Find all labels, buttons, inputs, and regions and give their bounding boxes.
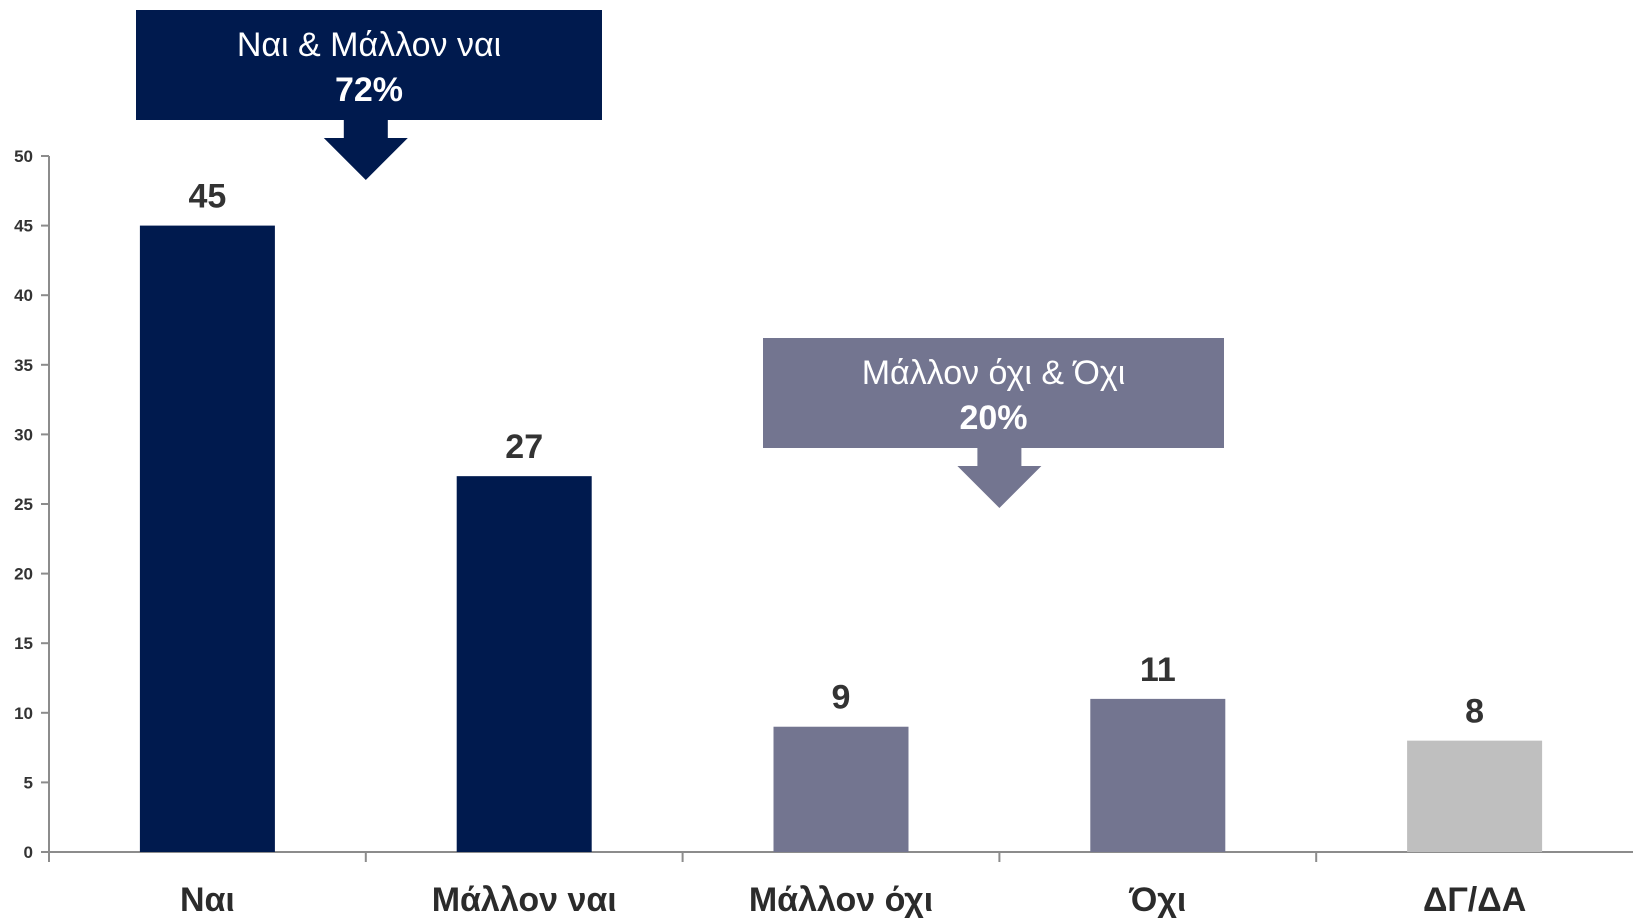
callout-box: Ναι & Μάλλον ναι 72% — [136, 10, 602, 180]
x-category-label: Ναι — [180, 881, 235, 919]
callout-label: Μάλλον όχι & Όχι — [862, 354, 1126, 392]
value-label: 9 — [832, 679, 851, 717]
bar — [139, 225, 275, 853]
value-label: 11 — [1140, 651, 1176, 689]
value-label: 27 — [505, 428, 543, 466]
x-category-label: Όχι — [1128, 881, 1186, 919]
bar — [1407, 740, 1543, 852]
value-label: 45 — [188, 178, 226, 216]
y-tick-label: 0 — [24, 843, 33, 862]
callout-box-bg — [136, 10, 602, 120]
y-tick-label: 45 — [14, 217, 33, 236]
y-tick-label: 5 — [24, 773, 33, 792]
x-category-label: ΔΓ/ΔΑ — [1423, 881, 1526, 919]
callout-total: 72% — [335, 71, 403, 109]
bars: 45 Ναι 27 Μάλλον ναι 9 Μάλλον όχι 11 Όχι 8 ΔΓ/ΔΑ — [139, 178, 1543, 919]
x-category-label: Μάλλον όχι — [749, 881, 933, 919]
callout-box-bg — [763, 338, 1224, 448]
bar — [1090, 698, 1226, 852]
callout-label: Ναι & Μάλλον ναι — [237, 26, 501, 64]
y-tick-label: 20 — [14, 565, 33, 584]
callouts: Ναι & Μάλλον ναι 72% Μάλλον όχι & Όχι 20% — [136, 10, 1224, 508]
down-arrow-icon — [957, 448, 1042, 508]
value-label: 8 — [1465, 693, 1484, 731]
down-arrow-icon — [323, 120, 408, 180]
y-tick-label: 30 — [14, 425, 33, 444]
x-category-label: Μάλλον ναι — [432, 881, 617, 919]
y-tick-label: 35 — [14, 356, 33, 375]
y-tick-label: 10 — [14, 704, 33, 723]
y-tick-label: 50 — [14, 147, 33, 166]
callout-box: Μάλλον όχι & Όχι 20% — [763, 338, 1224, 508]
bar — [456, 476, 592, 852]
y-tick-label: 25 — [14, 495, 33, 514]
y-tick-label: 15 — [14, 634, 33, 653]
y-tick-label: 40 — [14, 286, 33, 305]
callout-total: 20% — [959, 399, 1027, 437]
bar — [773, 726, 909, 852]
